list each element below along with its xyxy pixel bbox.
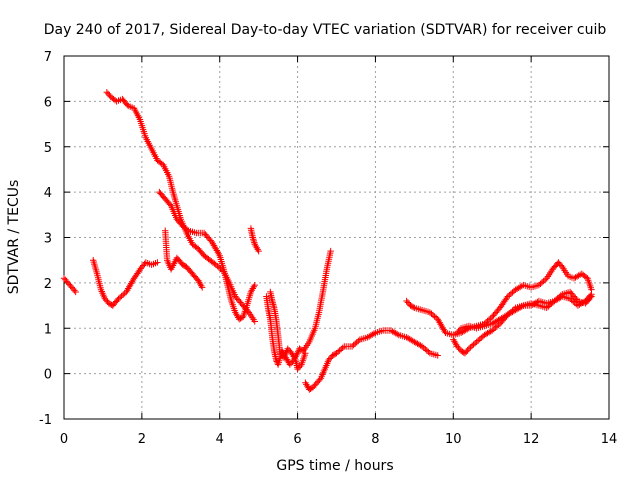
series-s6 bbox=[247, 225, 262, 255]
x-axis-label: GPS time / hours bbox=[276, 458, 393, 474]
series-s1 bbox=[60, 275, 79, 296]
x-tick-label: 12 bbox=[523, 432, 540, 447]
y-tick-label: 4 bbox=[44, 186, 52, 201]
series-s11 bbox=[450, 291, 595, 357]
data-marker-s4 bbox=[156, 188, 258, 323]
y-tick-label: 6 bbox=[44, 95, 52, 110]
series-s8 bbox=[267, 288, 309, 373]
series-s9 bbox=[302, 327, 441, 393]
data-marker-s9 bbox=[302, 327, 441, 393]
data-marker-s5 bbox=[162, 227, 206, 291]
series-s4 bbox=[156, 188, 258, 323]
data-marker-s8 bbox=[267, 288, 309, 373]
data-marker-s2 bbox=[90, 257, 161, 309]
x-tick-label: 8 bbox=[371, 432, 379, 447]
data-marker-s12 bbox=[454, 288, 595, 336]
y-tick-label: -1 bbox=[39, 413, 52, 428]
y-tick-label: 0 bbox=[44, 368, 52, 383]
chart-title: Day 240 of 2017, Sidereal Day-to-day VTE… bbox=[44, 22, 607, 38]
y-tick-label: 2 bbox=[44, 277, 52, 292]
x-tick-label: 0 bbox=[60, 432, 68, 447]
y-tick-label: 3 bbox=[44, 232, 52, 247]
y-tick-label: 1 bbox=[44, 322, 52, 337]
data-marker-s11 bbox=[450, 291, 595, 357]
y-axis-label: SDTVAR / TECUs bbox=[6, 180, 22, 295]
x-tick-label: 10 bbox=[445, 432, 462, 447]
grid bbox=[64, 56, 609, 419]
data-marker-s1 bbox=[60, 275, 79, 296]
series-s2 bbox=[90, 257, 161, 309]
data-marker-s6 bbox=[247, 225, 262, 255]
data-points bbox=[60, 89, 595, 393]
series-s5 bbox=[162, 227, 206, 291]
data-marker-s7 bbox=[263, 247, 334, 368]
y-tick-label: 7 bbox=[44, 50, 52, 65]
series-s7 bbox=[263, 247, 334, 368]
x-tick-label: 2 bbox=[138, 432, 146, 447]
y-tick-label: 5 bbox=[44, 141, 52, 156]
x-tick-label: 6 bbox=[293, 432, 301, 447]
series-s12 bbox=[454, 288, 595, 336]
x-tick-label: 4 bbox=[216, 432, 224, 447]
x-tick-label: 14 bbox=[601, 432, 618, 447]
